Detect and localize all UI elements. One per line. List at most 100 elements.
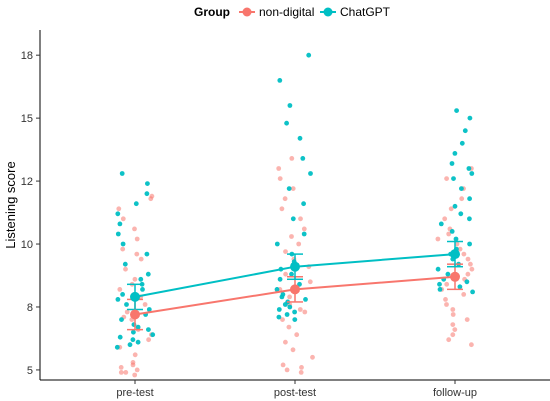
data-point-chatgpt: [144, 251, 150, 257]
data-point-chatgpt: [462, 128, 468, 134]
y-tick-label: 15: [21, 113, 33, 125]
legend-key-chatgpt: [323, 7, 333, 17]
data-point-non-digital: [149, 193, 155, 199]
data-point-chatgpt: [133, 201, 139, 207]
data-point-chatgpt: [464, 279, 470, 285]
data-point-non-digital: [442, 216, 448, 222]
data-point-non-digital: [461, 292, 467, 297]
data-point-chatgpt: [467, 115, 473, 121]
y-ticks: 5 8 10 12 15 18: [21, 50, 40, 377]
mean-point-non-digital: [130, 309, 140, 320]
data-point-chatgpt: [452, 151, 458, 156]
data-point-non-digital: [282, 196, 288, 202]
data-point-chatgpt: [467, 196, 472, 202]
mean-point-non-digital: [450, 271, 460, 282]
data-point-non-digital: [444, 281, 450, 287]
x-tick-label: pre-test: [116, 387, 153, 399]
data-point-chatgpt: [449, 229, 455, 234]
data-point-non-digital: [132, 372, 138, 378]
data-point-chatgpt: [437, 281, 442, 287]
data-point-non-digital: [448, 206, 454, 212]
data-point-chatgpt: [135, 324, 141, 330]
data-point-non-digital: [465, 271, 471, 277]
data-point-chatgpt: [292, 317, 298, 322]
data-point-non-digital: [276, 166, 282, 171]
data-point-chatgpt: [287, 103, 293, 108]
data-point-non-digital: [146, 337, 152, 343]
data-point-chatgpt: [445, 271, 451, 277]
data-point-non-digital: [299, 365, 304, 370]
data-point-non-digital: [118, 365, 124, 370]
data-point-chatgpt: [274, 241, 280, 247]
data-point-chatgpt: [287, 304, 293, 310]
data-point-chatgpt: [289, 271, 294, 277]
data-point-non-digital: [118, 370, 124, 375]
legend-label-non-digital: non-digital: [259, 5, 314, 19]
data-point-non-digital: [280, 362, 286, 368]
data-point-non-digital: [443, 297, 448, 302]
data-point-chatgpt: [306, 52, 312, 58]
data-point-chatgpt: [127, 342, 133, 348]
data-point-non-digital: [294, 332, 300, 338]
data-point-chatgpt: [435, 266, 441, 272]
data-point-non-digital: [461, 251, 467, 257]
data-point-chatgpt: [284, 312, 290, 317]
legend-title: Group: [194, 5, 230, 19]
data-point-non-digital: [123, 370, 129, 375]
data-point-non-digital: [310, 354, 315, 360]
data-point-non-digital: [464, 317, 470, 322]
data-point-chatgpt: [114, 344, 120, 350]
y-tick-label: 8: [27, 302, 33, 314]
data-point-chatgpt: [292, 309, 297, 315]
data-point-non-digital: [457, 246, 463, 252]
data-point-chatgpt: [467, 216, 472, 222]
data-point-chatgpt: [437, 287, 443, 292]
data-point-chatgpt: [277, 78, 283, 83]
data-point-chatgpt: [301, 201, 306, 207]
data-point-non-digital: [138, 256, 144, 262]
data-point-non-digital: [134, 236, 140, 242]
data-point-non-digital: [290, 347, 296, 353]
data-point-non-digital: [289, 156, 295, 161]
data-point-non-digital: [446, 231, 452, 237]
data-point-non-digital: [286, 324, 292, 330]
data-point-non-digital: [302, 309, 308, 315]
data-point-chatgpt: [146, 307, 152, 312]
x-tick-label: follow-up: [433, 387, 477, 399]
data-point-chatgpt: [144, 191, 150, 197]
data-point-chatgpt: [458, 211, 464, 217]
legend-key-non-digital: [242, 7, 252, 17]
data-point-chatgpt: [120, 292, 125, 297]
y-tick-label: 12: [21, 176, 33, 188]
data-point-non-digital: [130, 362, 136, 368]
y-tick-label: 10: [21, 239, 33, 251]
data-point-non-digital: [120, 246, 126, 252]
mean-points: [130, 249, 460, 320]
data-point-chatgpt: [276, 307, 282, 312]
mean-point-chatgpt: [290, 261, 300, 272]
data-point-chatgpt: [470, 289, 475, 295]
data-point-chatgpt: [297, 135, 303, 141]
y-tick-label: 5: [27, 365, 33, 377]
data-point-non-digital: [469, 342, 474, 348]
x-ticks: pre-test post-test follow-up: [116, 380, 477, 399]
data-point-chatgpt: [449, 161, 455, 166]
data-point-non-digital: [277, 176, 283, 182]
data-point-non-digital: [280, 317, 285, 322]
data-point-chatgpt: [145, 181, 150, 187]
data-point-chatgpt: [117, 221, 123, 227]
data-point-non-digital: [132, 276, 138, 282]
data-point-chatgpt: [459, 140, 465, 146]
x-tick-label: post-test: [274, 387, 316, 399]
data-point-chatgpt: [131, 329, 136, 335]
data-point-non-digital: [454, 241, 460, 247]
mean-point-chatgpt: [450, 249, 460, 260]
data-point-chatgpt: [124, 302, 129, 307]
data-point-non-digital: [120, 216, 126, 222]
legend: Group non-digital ChatGPT: [194, 5, 391, 19]
data-point-non-digital: [283, 339, 288, 345]
data-point-chatgpt: [274, 287, 280, 292]
data-point-non-digital: [301, 226, 307, 232]
data-point-non-digital: [289, 234, 294, 239]
data-point-non-digital: [117, 287, 123, 292]
